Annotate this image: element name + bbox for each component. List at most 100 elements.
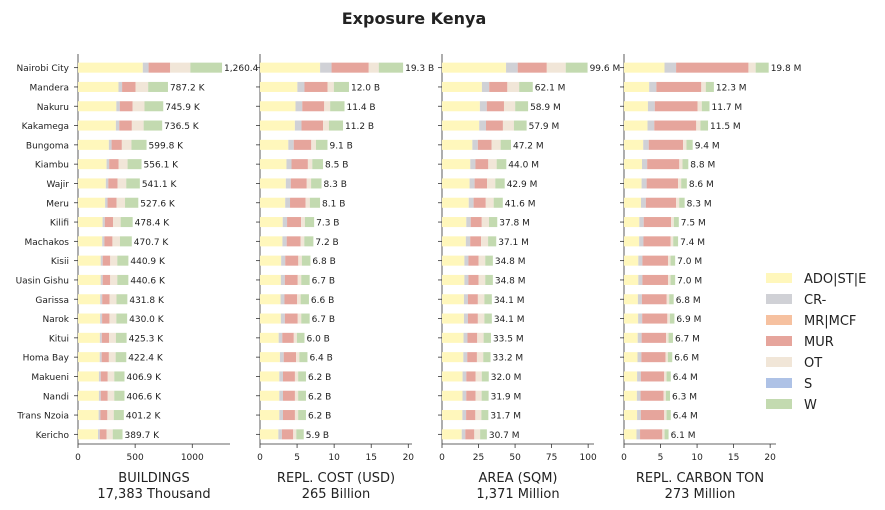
x-tick-label: 0 [257,453,263,463]
bar-ot-makueni [107,371,115,382]
bar-cr-kakamega [479,120,487,131]
bar-mur-kisii [642,255,668,266]
data-label-machakos: 7.2 B [315,238,338,248]
bar-mur-nandi [282,390,295,401]
bar-mur-nandi [466,390,476,401]
bar-ot-makueni [475,371,482,382]
bar-w-kisii [301,255,311,266]
data-label-kitui: 6.0 B [306,334,329,344]
bar-ado-st-e-kericho [624,429,637,440]
bar-cr-garissa [100,294,103,305]
bar-w-kakamega [513,120,527,131]
bar-w-kericho [296,429,304,440]
bar-mur-kisii [468,255,479,266]
bar-w-kiambu [127,159,142,170]
bar-ot-trans-nzoia [107,410,114,421]
y-tick-label-machakos: Machakos [24,238,69,248]
data-label-kiambu: 8.5 B [325,161,348,171]
bar-w-nandi [665,390,671,401]
bar-mur-wajir [474,178,488,189]
bar-w-wajir [681,178,687,189]
bar-ado-st-e-nairobi-city [442,62,507,73]
bar-mur-kitui [101,332,110,343]
bar-mur-meru [107,197,117,208]
data-label-kitui: 33.5 M [493,334,524,344]
bar-w-trans-nzoia [298,410,306,421]
bar-ot-garissa [666,294,670,305]
x-tick-label: 10 [328,453,340,463]
legend-label-ado-st-e: ADO|ST|E [804,272,866,287]
data-label-wajir: 42.9 M [507,180,538,190]
bar-ado-st-e-garissa [260,294,281,305]
data-label-kiambu: 556.1 K [144,161,180,171]
bar-ot-nairobi-city [368,62,379,73]
bar-w-garissa [669,294,674,305]
bar-ado-st-e-wajir [624,178,642,189]
bar-cr-uasin-gishu [464,274,469,285]
bar-w-kisii [670,255,676,266]
bar-w-trans-nzoia [113,410,124,421]
bar-ado-st-e-bungoma [78,139,109,150]
bar-w-machakos [488,236,497,247]
bar-cr-garissa [463,294,468,305]
bar-ot-kisii [478,255,486,266]
data-label-kakamega: 11.2 B [345,122,374,132]
y-tick-label-narok: Narok [43,315,70,325]
bar-mur-wajir [290,178,307,189]
panel-2: 0 5 10 15 20 REPL. COST (USD)265 Billion 19.3 … [256,54,434,502]
bar-cr-mandera [297,81,305,92]
bar-ot-meru [305,197,310,208]
bar-cr-homa-bay [637,352,642,363]
bar-w-garissa [484,294,492,305]
bar-w-nandi [481,390,489,401]
data-label-bungoma: 9.1 B [329,141,352,151]
bar-ado-st-e-machakos [624,236,640,247]
bar-ot-uasin-gishu [667,274,671,285]
bar-mur-kericho [281,429,294,440]
bar-w-nairobi-city [755,62,769,73]
bar-cr-kisii [281,255,286,266]
bar-w-kitui [296,332,305,343]
data-label-nandi: 31.9 M [491,392,522,402]
bar-ot-mandera [327,81,334,92]
bar-w-uasin-gishu [485,274,493,285]
bar-ado-st-e-mandera [442,81,482,92]
bar-cr-kakamega [294,120,302,131]
bar-mur-kakamega [486,120,503,131]
data-label-makueni: 6.4 M [673,373,698,383]
x-tick-label: 0 [439,453,445,463]
bar-ado-st-e-homa-bay [78,352,100,363]
data-label-kericho: 389.7 K [125,431,161,441]
bar-mur-trans-nzoia [640,410,665,421]
bar-w-wajir [126,178,140,189]
bar-ado-st-e-makueni [442,371,463,382]
data-label-uasin-gishu: 7.0 M [677,276,702,286]
data-label-mandera: 12.3 M [716,83,747,93]
bar-mur-wajir [646,178,679,189]
bar-ado-st-e-narok [78,313,101,324]
bar-ot-trans-nzoia [475,410,482,421]
bar-cr-nairobi-city [142,62,149,73]
bar-w-narok [301,313,310,324]
data-label-kilifi: 7.5 M [681,219,706,229]
bar-cr-mandera [118,81,123,92]
bar-cr-kiambu [106,159,110,170]
bar-w-machakos [119,236,132,247]
bar-ado-st-e-nandi [260,390,280,401]
bar-ot-garissa [477,294,485,305]
y-tick-label-meru: Meru [46,199,69,209]
y-tick-label-nairobi-city: Nairobi City [17,64,70,74]
bar-mur-kericho [465,429,475,440]
bar-w-garissa [116,294,128,305]
bar-cr-kisii [638,255,643,266]
data-label-trans-nzoia: 401.2 K [126,412,162,422]
y-tick-label-bungoma: Bungoma [26,141,69,151]
bar-ot-homa-bay [665,352,668,363]
bar-cr-mandera [481,81,490,92]
data-label-kitui: 425.3 K [129,334,165,344]
bar-ado-st-e-kilifi [624,217,640,228]
bar-ot-bungoma [491,139,501,150]
bar-ot-nandi [663,390,666,401]
bar-ado-st-e-makueni [624,371,638,382]
